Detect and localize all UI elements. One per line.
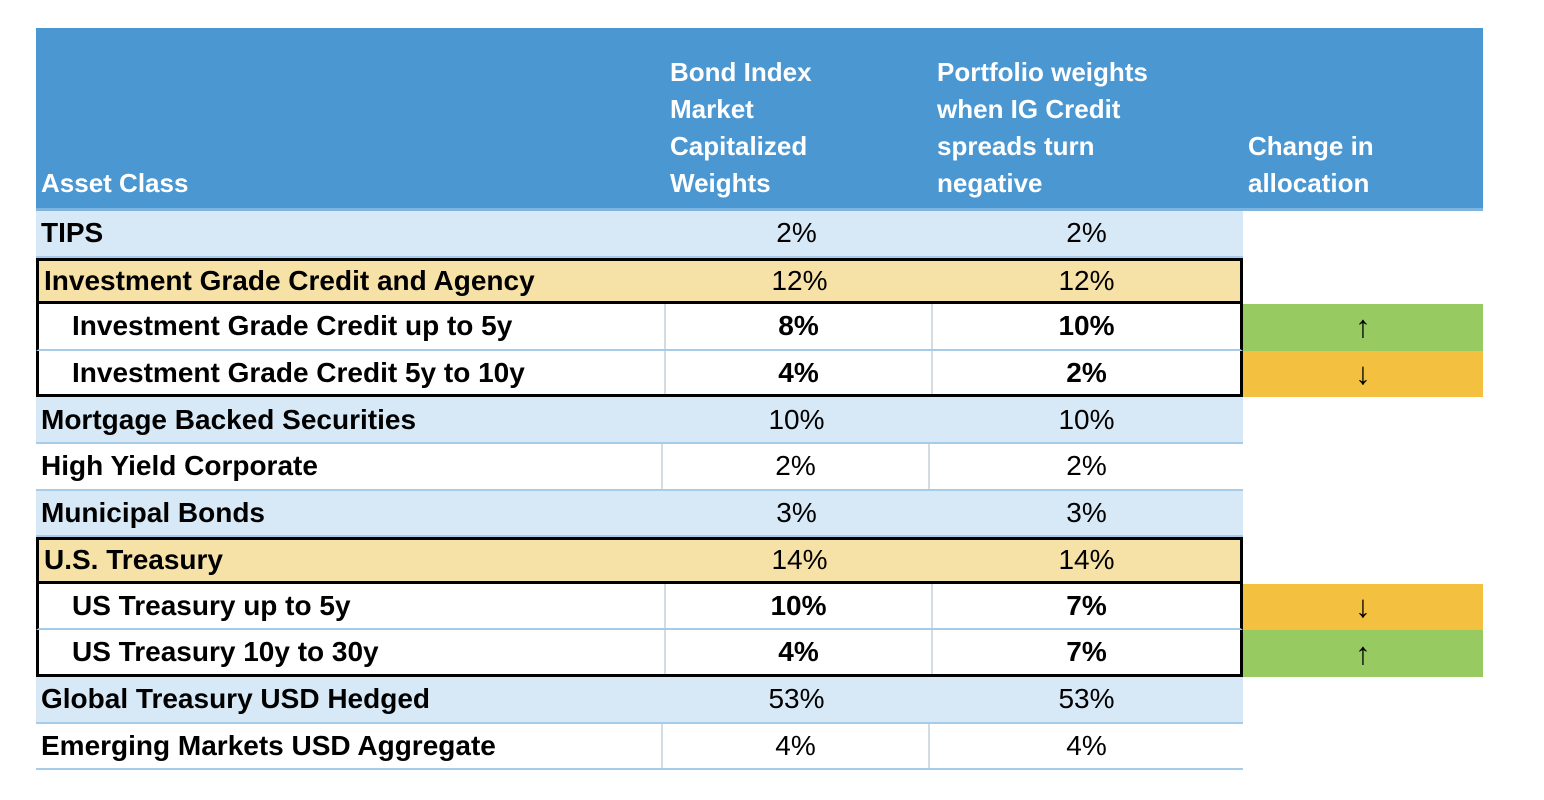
bond-index-weight-cell: 4% bbox=[663, 723, 930, 769]
asset-class-cell: Mortgage Backed Securities bbox=[41, 403, 417, 435]
asset-class-cell: U.S. Treasury bbox=[44, 544, 223, 576]
table-row: US Treasury 10y to 30y 4% 7% ↑ bbox=[36, 630, 1483, 677]
bond-index-weight-cell: 2% bbox=[663, 443, 930, 489]
change-cell-empty bbox=[1243, 724, 1483, 771]
portfolio-weight-cell: 2% bbox=[1066, 450, 1107, 482]
bond-index-weight-cell: 4% bbox=[666, 630, 933, 674]
asset-class-cell: Emerging Markets USD Aggregate bbox=[36, 723, 663, 769]
change-cell-empty bbox=[1243, 537, 1483, 584]
portfolio-weight-cell: 2% bbox=[1066, 217, 1107, 249]
bond-index-weight-cell: 10% bbox=[768, 403, 825, 435]
portfolio-weight-cell: 53% bbox=[1058, 683, 1115, 715]
bond-index-weight-cell: 3% bbox=[776, 496, 817, 528]
portfolio-weight-cell: 4% bbox=[1066, 729, 1107, 761]
header-bond-index-weights: Bond Index Market Capitalized Weights bbox=[670, 57, 812, 198]
change-cell-empty bbox=[1243, 491, 1483, 538]
portfolio-weight-cell: 7% bbox=[1066, 636, 1107, 668]
table-row: Investment Grade Credit 5y to 10y 4% 2% ↓ bbox=[36, 350, 1483, 398]
bond-index-weight-cell: 2% bbox=[776, 217, 817, 249]
row-main-cells: Mortgage Backed Securities 10% 10% bbox=[36, 397, 1243, 444]
table-row: Investment Grade Credit and Agency 12% 12% bbox=[36, 257, 1483, 305]
row-main-cells: TIPS 2% 2% bbox=[36, 211, 1243, 258]
asset-class-cell: TIPS bbox=[41, 217, 104, 249]
bond-index-weight-cell: 12% bbox=[771, 264, 828, 296]
table-row: TIPS 2% 2% bbox=[36, 211, 1483, 258]
header-portfolio-weights: Portfolio weights when IG Credit spreads… bbox=[937, 57, 1148, 198]
table-row: Mortgage Backed Securities 10% 10% bbox=[36, 397, 1483, 444]
change-cell-arrow-down: ↓ bbox=[1243, 350, 1483, 398]
asset-class-cell: Investment Grade Credit 5y to 10y bbox=[39, 350, 666, 395]
table-row: Municipal Bonds 3% 3% bbox=[36, 490, 1483, 538]
row-main-cells: High Yield Corporate 2% 2% bbox=[36, 443, 1243, 491]
asset-class-cell: US Treasury 10y to 30y bbox=[39, 630, 666, 674]
portfolio-weight-cell: 12% bbox=[1058, 264, 1115, 296]
table-row: Emerging Markets USD Aggregate 4% 4% bbox=[36, 723, 1483, 771]
bond-index-weight-cell: 8% bbox=[666, 304, 933, 349]
bond-index-weight-cell: 53% bbox=[768, 683, 825, 715]
change-cell-arrow-down: ↓ bbox=[1243, 583, 1483, 631]
row-main-cells: Investment Grade Credit and Agency 12% 12% bbox=[36, 257, 1243, 305]
row-main-cells: Investment Grade Credit 5y to 10y 4% 2% bbox=[36, 350, 1243, 398]
bond-index-weight-cell: 4% bbox=[666, 350, 933, 395]
row-main-cells: Municipal Bonds 3% 3% bbox=[36, 490, 1243, 538]
asset-class-cell: High Yield Corporate bbox=[36, 443, 663, 489]
header-asset-class: Asset Class bbox=[41, 168, 189, 198]
row-main-cells: Global Treasury USD Hedged 53% 53% bbox=[36, 676, 1243, 724]
portfolio-weight-cell: 3% bbox=[1066, 496, 1107, 528]
table-row: U.S. Treasury 14% 14% bbox=[36, 537, 1483, 584]
row-main-cells: Emerging Markets USD Aggregate 4% 4% bbox=[36, 723, 1243, 771]
row-main-cells: US Treasury 10y to 30y 4% 7% bbox=[36, 630, 1243, 677]
change-cell-empty bbox=[1243, 397, 1483, 444]
header-change-in-allocation: Change in allocation bbox=[1248, 131, 1374, 198]
asset-class-cell: Municipal Bonds bbox=[41, 496, 265, 528]
change-cell-arrow-up: ↑ bbox=[1243, 630, 1483, 677]
table-body: TIPS 2% 2% Investment Grade Credit and Agen… bbox=[36, 208, 1483, 771]
asset-class-cell: US Treasury up to 5y bbox=[39, 583, 666, 629]
allocation-table: Asset Class Bond Index Market Capitalize… bbox=[36, 28, 1483, 771]
portfolio-weight-cell: 14% bbox=[1058, 544, 1115, 576]
asset-class-cell: Global Treasury USD Hedged bbox=[41, 683, 430, 715]
change-cell-empty bbox=[1243, 211, 1483, 258]
change-cell-empty bbox=[1243, 258, 1483, 305]
row-main-cells: U.S. Treasury 14% 14% bbox=[36, 537, 1243, 584]
table-row: Global Treasury USD Hedged 53% 53% bbox=[36, 676, 1483, 724]
asset-class-cell: Investment Grade Credit up to 5y bbox=[39, 304, 666, 349]
row-main-cells: Investment Grade Credit up to 5y 8% 10% bbox=[36, 304, 1243, 351]
portfolio-weight-cell: 2% bbox=[1066, 356, 1107, 388]
portfolio-weight-cell: 10% bbox=[1058, 403, 1115, 435]
bond-index-weight-cell: 14% bbox=[771, 544, 828, 576]
change-cell-empty bbox=[1243, 677, 1483, 724]
portfolio-weight-cell: 7% bbox=[1066, 590, 1107, 622]
table-row: High Yield Corporate 2% 2% bbox=[36, 443, 1483, 491]
portfolio-weight-cell: 10% bbox=[1058, 310, 1115, 342]
asset-class-cell: Investment Grade Credit and Agency bbox=[44, 264, 535, 296]
change-cell-empty bbox=[1243, 444, 1483, 491]
change-cell-arrow-up: ↑ bbox=[1243, 304, 1483, 351]
table-row: US Treasury up to 5y 10% 7% ↓ bbox=[36, 583, 1483, 631]
table-header-row: Asset Class Bond Index Market Capitalize… bbox=[36, 28, 1483, 208]
row-main-cells: US Treasury up to 5y 10% 7% bbox=[36, 583, 1243, 631]
bond-index-weight-cell: 10% bbox=[666, 583, 933, 629]
table-row: Investment Grade Credit up to 5y 8% 10% ↑ bbox=[36, 304, 1483, 351]
